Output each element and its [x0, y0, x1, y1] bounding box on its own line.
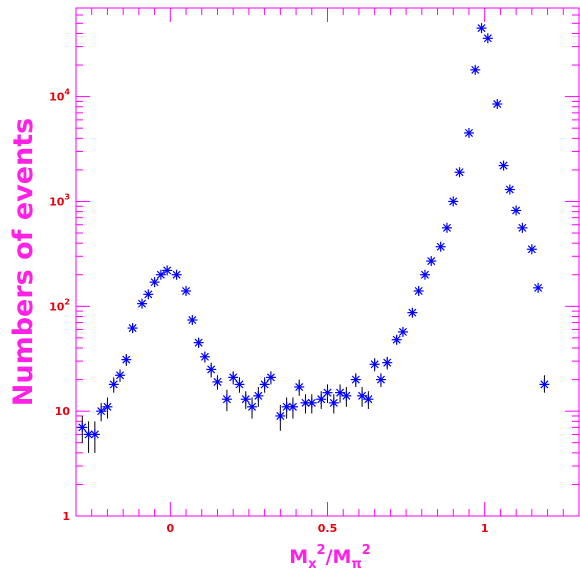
y-axis-title: Numbers of events	[8, 118, 39, 407]
data-point	[287, 397, 298, 419]
data-point	[539, 375, 550, 393]
data-point	[253, 386, 264, 407]
data-point	[454, 167, 465, 178]
data-point	[149, 277, 160, 288]
data-point	[492, 99, 503, 110]
y-tick-label: 1	[62, 510, 70, 523]
y-tick-label: 104	[49, 88, 70, 104]
data-point	[294, 379, 305, 396]
y-axis-ticks: 1 10 102 103 104	[49, 7, 579, 523]
data-point	[187, 315, 198, 326]
data-point	[181, 285, 192, 296]
data-point	[316, 391, 327, 409]
data-point	[102, 397, 113, 419]
data-point	[511, 205, 522, 216]
data-point	[143, 289, 154, 300]
data-point	[328, 394, 339, 414]
data-point	[498, 160, 509, 171]
data-point	[482, 33, 493, 44]
data-point	[221, 389, 232, 412]
data-point	[121, 354, 132, 366]
data-point	[357, 386, 368, 407]
data-point	[391, 334, 402, 345]
y-tick-label: 103	[49, 192, 70, 208]
y-tick-label: 10	[55, 405, 71, 418]
data-point	[533, 282, 544, 293]
data-point	[419, 269, 430, 280]
data-point	[350, 373, 361, 387]
y-tick-label: 102	[49, 297, 70, 313]
data-point	[476, 23, 487, 34]
data-point	[435, 241, 446, 252]
data-point	[322, 384, 333, 403]
data-point	[259, 377, 270, 393]
data-point	[463, 127, 474, 138]
data-point	[127, 323, 138, 334]
data-point	[504, 184, 515, 195]
data-point	[441, 222, 452, 233]
data-point	[300, 394, 311, 414]
data-point	[96, 402, 107, 422]
x-tick-label: 1	[481, 522, 489, 535]
data-point	[206, 362, 217, 378]
data-point	[83, 421, 94, 453]
data-points	[77, 23, 550, 453]
data-point	[363, 391, 374, 409]
data-point	[77, 415, 88, 443]
data-point	[137, 298, 148, 309]
x-axis-ticks: 0 0.5 1	[75, 8, 580, 535]
data-point	[199, 351, 210, 363]
x-tick-label: 0	[166, 522, 174, 535]
data-point	[212, 375, 223, 390]
data-point	[171, 269, 182, 280]
data-point	[448, 196, 459, 207]
data-point	[162, 265, 173, 276]
data-point	[369, 358, 380, 372]
x-tick-label: 0.5	[318, 522, 338, 535]
data-point	[115, 369, 126, 382]
data-point	[193, 337, 204, 349]
data-point	[89, 421, 100, 453]
data-point	[470, 64, 481, 75]
plot-frame	[75, 7, 580, 517]
data-point	[341, 386, 352, 407]
data-point	[413, 285, 424, 296]
data-point	[426, 256, 437, 267]
data-point	[306, 394, 317, 414]
data-point	[247, 397, 258, 419]
data-point	[526, 244, 537, 255]
data-point	[407, 307, 418, 318]
data-point	[234, 377, 245, 393]
data-point	[228, 371, 239, 385]
data-point	[517, 222, 528, 233]
data-point	[375, 373, 386, 387]
data-point	[155, 269, 166, 280]
data-point	[275, 404, 286, 431]
data-point	[240, 391, 251, 409]
data-point	[265, 371, 276, 385]
x-axis-title: Mx2/Mπ2	[289, 543, 371, 572]
data-point	[108, 377, 119, 393]
data-point	[397, 326, 408, 337]
data-point	[382, 356, 393, 370]
